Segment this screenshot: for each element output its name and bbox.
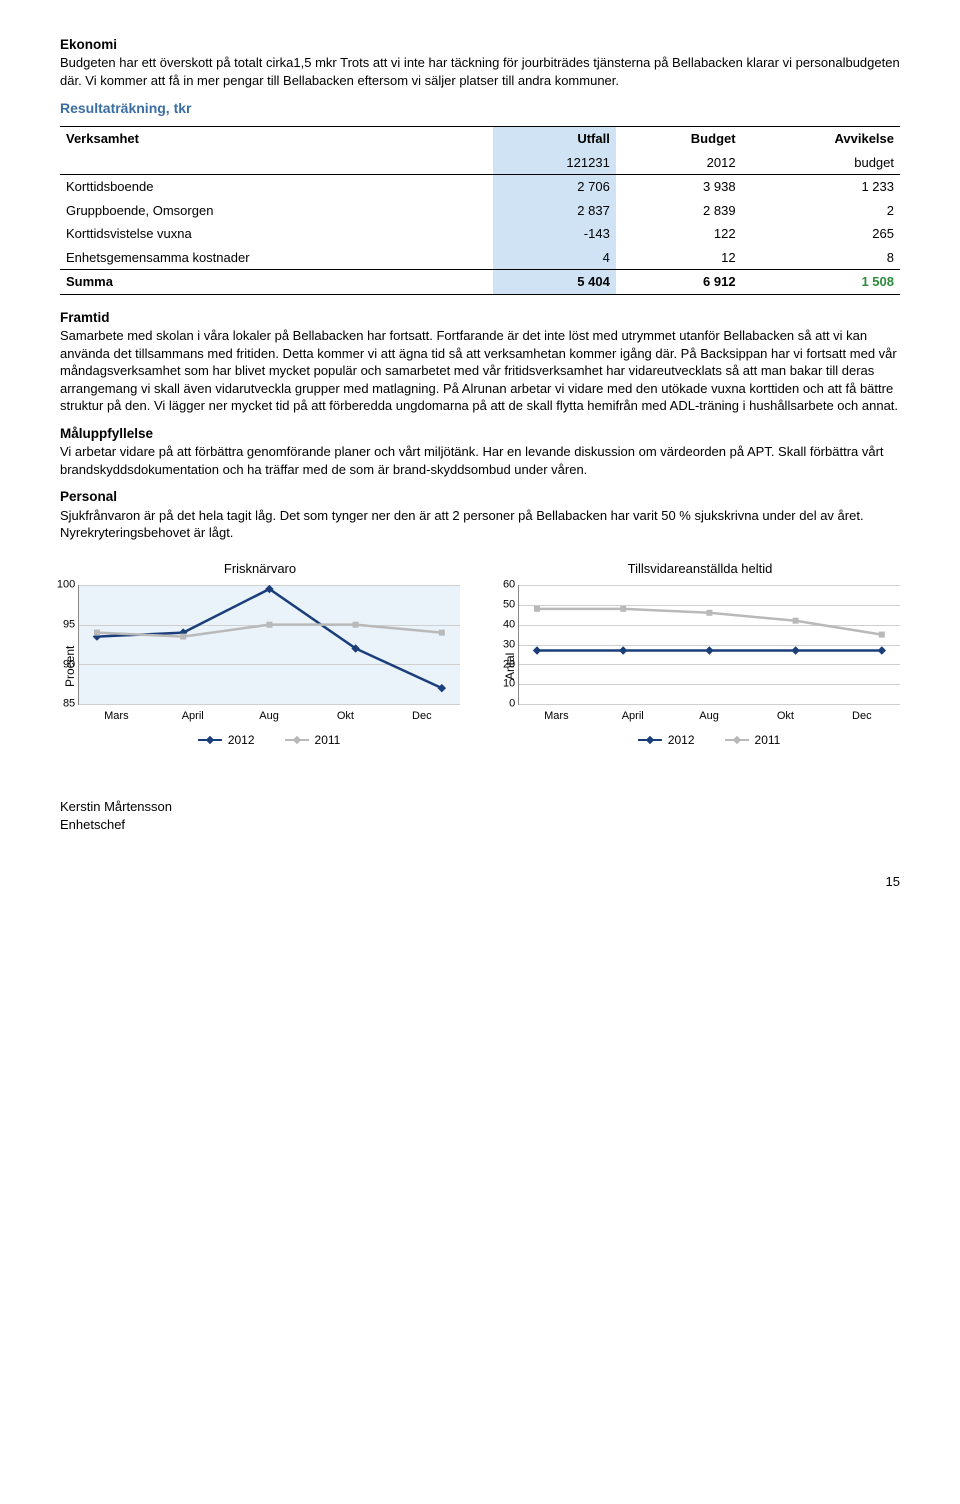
col-avvikelse: Avvikelse [742,127,900,151]
table-row: Korttidsboende2 7063 9381 233 [60,175,900,199]
charts-row: Frisknärvaro Procent 859095100 MarsApril… [60,560,900,749]
text-framtid: Samarbete med skolan i våra lokaler på B… [60,327,900,415]
chart-frisknarvaro: Frisknärvaro Procent 859095100 MarsApril… [60,560,460,749]
sub-budget: 2012 [616,151,742,175]
signature-name: Kerstin Mårtensson [60,798,900,816]
signature-title: Enhetschef [60,816,900,834]
chart2-title: Tillsvidareanställda heltid [500,560,900,578]
text-personal: Sjukfrånvaron är på det hela tagit låg. … [60,507,900,542]
heading-personal: Personal [60,488,900,506]
chart1-legend: 2012 2011 [78,732,460,748]
legend-2011: 2011 [285,732,341,748]
text-ekonomi: Budgeten har ett överskott på totalt cir… [60,54,900,89]
sub-utfall: 121231 [493,151,616,175]
heading-framtid: Framtid [60,309,900,327]
sum-avv: 1 508 [742,270,900,295]
chart1-title: Frisknärvaro [60,560,460,578]
chart2-xaxis: MarsAprilAugOktDec [518,705,900,724]
heading-ekonomi: Ekonomi [60,36,900,54]
col-verksamhet: Verksamhet [60,127,493,151]
table-resultatrakning: Verksamhet Utfall Budget Avvikelse 12123… [60,126,900,295]
table-row: Enhetsgemensamma kostnader4128 [60,246,900,270]
sum-utfall: 5 404 [493,270,616,295]
text-maluppfyllelse: Vi arbetar vidare på att förbättra genom… [60,443,900,478]
legend-2012: 2012 [638,732,695,748]
chart1-plot: 859095100 [78,585,460,705]
chart2-plot: 0102030405060 [518,585,900,705]
sum-label: Summa [60,270,493,295]
legend-2011: 2011 [725,732,781,748]
chart2-legend: 2012 2011 [518,732,900,748]
col-utfall: Utfall [493,127,616,151]
heading-maluppfyllelse: Måluppfyllelse [60,425,900,443]
legend-2012: 2012 [198,732,255,748]
page-number: 15 [60,873,900,891]
signature: Kerstin Mårtensson Enhetschef [60,798,900,833]
table-row: Gruppboende, Omsorgen2 8372 8392 [60,199,900,223]
chart1-xaxis: MarsAprilAugOktDec [78,705,460,724]
col-budget: Budget [616,127,742,151]
sub-avvikelse: budget [742,151,900,175]
chart-tillsvidare: Tillsvidareanställda heltid Antal 010203… [500,560,900,749]
sum-budget: 6 912 [616,270,742,295]
table-row: Korttidsvistelse vuxna-143122265 [60,222,900,246]
heading-resultatrakning: Resultaträkning, tkr [60,99,900,118]
